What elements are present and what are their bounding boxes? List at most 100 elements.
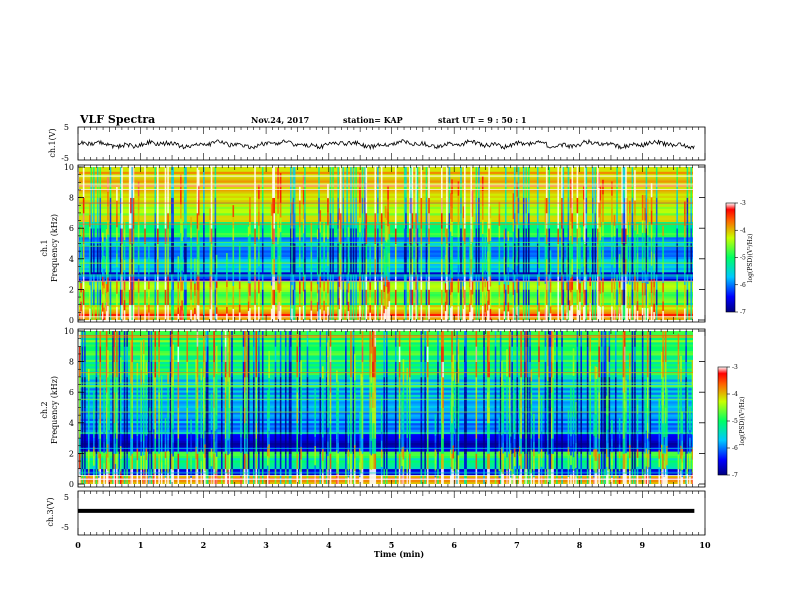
ch1-spec-streak — [196, 243, 199, 260]
ch2-spec-streak — [567, 417, 570, 425]
ch2-spec-streak — [648, 423, 650, 433]
ch2-spec-streak — [306, 438, 309, 454]
ch1-spec-streak — [102, 293, 104, 303]
ch1-spec-streak — [261, 304, 264, 320]
ch1-spec-streak — [527, 228, 530, 244]
ch2-spec-streak — [441, 346, 443, 362]
ch2-spec-streak — [380, 414, 383, 424]
ch2-spec-streak — [501, 434, 503, 448]
ch2-spec-streak — [87, 426, 90, 439]
ch1-spec-streak — [365, 197, 368, 214]
ch2-spec-streak — [677, 453, 680, 470]
ch1-spec-streak — [258, 265, 260, 280]
ch2-spec-streak — [107, 376, 109, 391]
ch1-spec-streak — [316, 229, 319, 239]
ch2-spec-streak — [499, 453, 502, 470]
ch1-spec-streak — [365, 289, 368, 306]
ch2-spec-streak — [306, 331, 309, 347]
ch1-spec-streak — [293, 304, 296, 320]
ch1-spec-streak — [394, 304, 397, 320]
ch1-spec-streak — [428, 182, 430, 198]
ch2-spec-streak — [595, 390, 598, 403]
ch1-spec-streak — [272, 274, 274, 290]
ch2-spec-streak — [227, 410, 229, 426]
ch2-spec-streak — [598, 392, 600, 408]
ch2-spec-streak — [329, 468, 332, 484]
ch1-spec-streak — [185, 228, 187, 244]
ch2-spec-streak — [520, 361, 522, 378]
ch1-spec-streak — [645, 182, 648, 198]
ch2-spec-streak — [231, 331, 233, 347]
ch1-spec-streak — [602, 263, 604, 279]
ch1-spec-streak — [625, 289, 627, 306]
ch1-spec-streak — [128, 182, 131, 198]
ch2-spec-streak — [510, 456, 512, 464]
ch2-spec-streak — [113, 407, 116, 424]
ch2-spec-streak — [373, 438, 375, 454]
ch2-spec-streak — [420, 453, 423, 470]
ch1-spec-streak — [451, 249, 453, 265]
ch2-spec-streak — [380, 449, 383, 459]
ch1-spec-streak — [194, 307, 196, 315]
ch1-spec-streak — [247, 282, 250, 293]
ch2-spec-streak — [329, 376, 332, 393]
ch2-spec-streak — [530, 415, 533, 428]
ch2-spec-streak — [646, 331, 649, 347]
ch1-spec-streak — [686, 258, 689, 275]
ch1-spec-streak — [544, 259, 547, 272]
ch1-spec-band — [79, 195, 693, 198]
ch1-spec-streak — [180, 305, 182, 320]
ch1-spec-streak — [662, 263, 664, 274]
ch2-spec-streak — [374, 422, 377, 439]
ch2-spec-streak — [401, 456, 403, 467]
ch2-spec-streak — [409, 468, 411, 484]
ch1-spec-streak — [686, 243, 689, 260]
ch2-spec-streak — [87, 414, 90, 427]
ch2-spec-streak — [475, 376, 478, 393]
ch1-spec-streak — [566, 289, 568, 298]
ch2-spec-streak — [483, 361, 485, 378]
ch2-spec-streak — [622, 453, 625, 470]
ch1-spec-streak — [249, 209, 251, 223]
ch1-spec-streak — [489, 229, 492, 241]
ch1-spec-streak — [460, 212, 462, 229]
ch1-spec-streak — [570, 277, 572, 293]
ch1-spec-streak — [388, 243, 391, 254]
ch1-spec-streak — [498, 237, 501, 250]
ch1-spec-streak — [232, 274, 235, 286]
ch1-spec-streak — [690, 212, 693, 229]
ch2-spec-streak — [244, 376, 246, 393]
ch2-spec-streak — [498, 477, 501, 484]
ch2-spec-streak — [336, 438, 338, 451]
ch1-spec-streak — [634, 215, 636, 231]
ch2-spec-streak — [606, 466, 608, 476]
ch2-spec-streak — [533, 420, 535, 429]
ch1-spec-streak — [210, 243, 213, 260]
ch1-spec-streak — [653, 253, 655, 263]
ch2-spec-streak — [210, 456, 213, 467]
ch1-spec-streak — [273, 167, 276, 183]
ch2-spec-streak — [622, 361, 625, 378]
ch1-spec-streak — [339, 167, 342, 183]
ch2-spec-streak — [465, 453, 467, 470]
ch2-spec-streak — [442, 392, 444, 408]
ch1-spec-streak — [684, 248, 686, 262]
ch2-spec-streak — [190, 425, 192, 433]
ch2-spec-streak — [406, 402, 409, 415]
ch1-spec-streak — [329, 167, 332, 183]
ch1-spec-streak — [405, 243, 407, 260]
ch1-spec-streak — [89, 284, 91, 297]
ch1-spec-streak — [277, 182, 279, 199]
ch2-spec-streak — [118, 453, 121, 470]
ch2-spec-streak — [87, 437, 90, 450]
ch1-spec-streak — [96, 228, 99, 244]
ch2-spec-streak — [142, 339, 145, 355]
ch1-spec-streak — [277, 213, 279, 230]
ch2-spec-streak — [691, 459, 693, 473]
ch2-spec-streak — [595, 472, 598, 484]
ch2-spec-streak — [370, 469, 373, 484]
ch1-spec-streak — [623, 304, 626, 320]
ch1-spec-streak — [157, 304, 159, 320]
ch2-spec-streak — [498, 470, 501, 478]
ch2-spec-streak — [252, 453, 255, 470]
